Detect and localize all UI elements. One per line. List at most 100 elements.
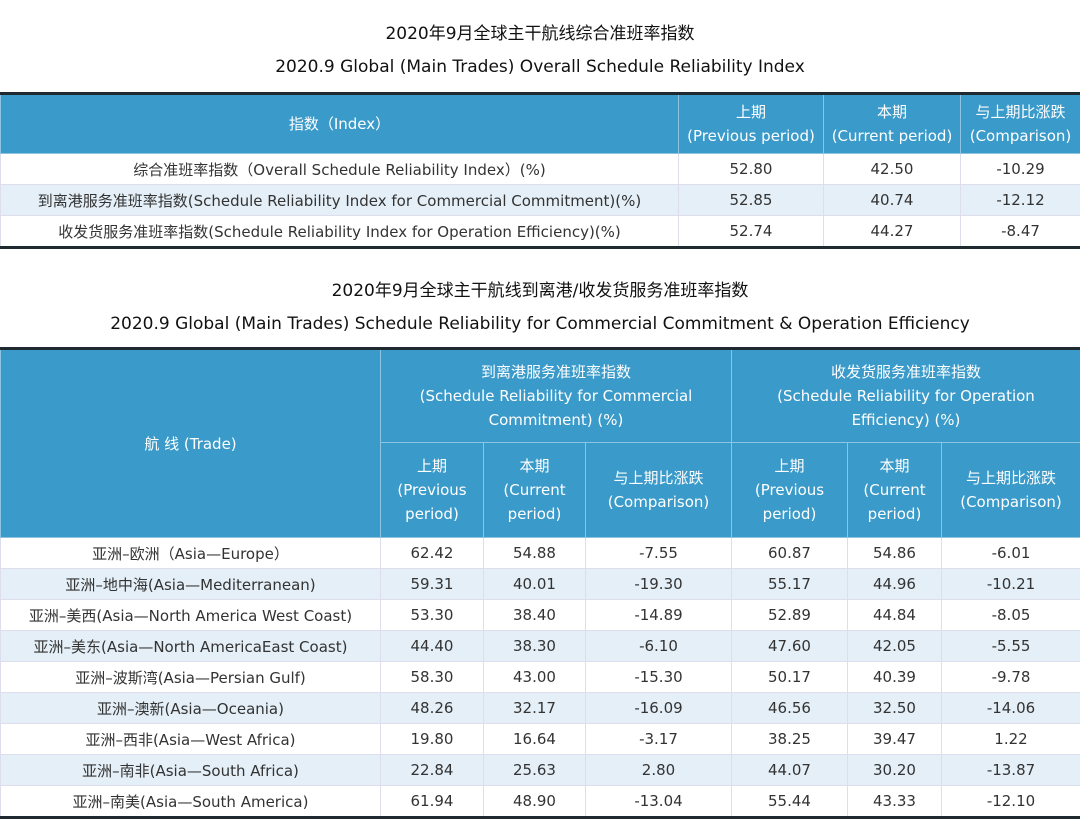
- cell-c1-cur: 16.64: [484, 724, 586, 755]
- header-cur: 本期(Current period): [824, 94, 961, 154]
- cell-c2-prev: 50.17: [732, 662, 848, 693]
- cell-c2-cur: 54.86: [848, 538, 942, 569]
- cell-trade: 亚洲–波斯湾(Asia—Persian Gulf): [1, 662, 381, 693]
- table1-title-en: 2020.9 Global (Main Trades) Overall Sche…: [0, 51, 1080, 84]
- cell-c2-cmp: -14.06: [942, 693, 1080, 724]
- cell-c1-prev: 44.40: [381, 631, 484, 662]
- cell-trade: 亚洲–美东(Asia—North AmericaEast Coast): [1, 631, 381, 662]
- cell-name: 到离港服务准班率指数(Schedule Reliability Index fo…: [1, 185, 679, 216]
- table1-title-cn: 2020年9月全球主干航线综合准班率指数: [0, 18, 1080, 51]
- subheader-cur: 本期(Current period): [848, 443, 942, 538]
- table-row: 亚洲–美西(Asia—North America West Coast)53.3…: [1, 600, 1080, 631]
- subheader-cur: 本期(Current period): [484, 443, 586, 538]
- cell-trade: 亚洲–西非(Asia—West Africa): [1, 724, 381, 755]
- cell-c2-cmp: -10.21: [942, 569, 1080, 600]
- cell-c2-prev: 52.89: [732, 600, 848, 631]
- table-row: 综合准班率指数（Overall Schedule Reliability Ind…: [1, 154, 1080, 185]
- cell-c2-cmp: -6.01: [942, 538, 1080, 569]
- table-row: 亚洲–美东(Asia—North AmericaEast Coast)44.40…: [1, 631, 1080, 662]
- cell-c1-cmp: -6.10: [586, 631, 732, 662]
- header-group-commercial: 到离港服务准班率指数(Schedule Reliability for Comm…: [381, 349, 732, 443]
- table2-title-en: 2020.9 Global (Main Trades) Schedule Rel…: [0, 308, 1080, 341]
- cell-c2-prev: 46.56: [732, 693, 848, 724]
- cell-cur: 44.27: [824, 216, 961, 248]
- cell-c1-cur: 25.63: [484, 755, 586, 786]
- cell-prev: 52.80: [679, 154, 824, 185]
- cell-c1-cmp: -14.89: [586, 600, 732, 631]
- table-row: 收发货服务准班率指数(Schedule Reliability Index fo…: [1, 216, 1080, 248]
- subheader-cmp: 与上期比涨跌(Comparison): [586, 443, 732, 538]
- cell-trade: 亚洲–美西(Asia—North America West Coast): [1, 600, 381, 631]
- cell-c2-prev: 60.87: [732, 538, 848, 569]
- header-trade: 航 线 (Trade): [1, 349, 381, 538]
- header-cmp: 与上期比涨跌(Comparison): [961, 94, 1080, 154]
- cell-trade: 亚洲–澳新(Asia—Oceania): [1, 693, 381, 724]
- cell-c2-cmp: -13.87: [942, 755, 1080, 786]
- header-index: 指数（Index）: [1, 94, 679, 154]
- cell-c1-cmp: -7.55: [586, 538, 732, 569]
- cell-c2-cur: 43.33: [848, 786, 942, 818]
- cell-c2-prev: 47.60: [732, 631, 848, 662]
- cell-c1-cmp: -13.04: [586, 786, 732, 818]
- subheader-cmp: 与上期比涨跌(Comparison): [942, 443, 1080, 538]
- cell-c1-cmp: -15.30: [586, 662, 732, 693]
- cell-c2-cur: 30.20: [848, 755, 942, 786]
- cell-c1-prev: 58.30: [381, 662, 484, 693]
- cell-cmp: -8.47: [961, 216, 1080, 248]
- cell-c1-cur: 38.30: [484, 631, 586, 662]
- cell-trade: 亚洲–南非(Asia—South Africa): [1, 755, 381, 786]
- cell-c2-cmp: -5.55: [942, 631, 1080, 662]
- cell-c2-cur: 44.84: [848, 600, 942, 631]
- cell-c1-cur: 48.90: [484, 786, 586, 818]
- cell-c2-cmp: -12.10: [942, 786, 1080, 818]
- cell-c2-cur: 42.05: [848, 631, 942, 662]
- cell-c1-cur: 38.40: [484, 600, 586, 631]
- cell-name: 收发货服务准班率指数(Schedule Reliability Index fo…: [1, 216, 679, 248]
- cell-c2-prev: 38.25: [732, 724, 848, 755]
- cell-c1-prev: 19.80: [381, 724, 484, 755]
- cell-c2-cur: 40.39: [848, 662, 942, 693]
- table-row: 到离港服务准班率指数(Schedule Reliability Index fo…: [1, 185, 1080, 216]
- header-prev: 上期(Previous period): [679, 94, 824, 154]
- subheader-prev: 上期(Previous period): [381, 443, 484, 538]
- header-group-operation: 收发货服务准班率指数(Schedule Reliability for Oper…: [732, 349, 1080, 443]
- cell-c2-cmp: -9.78: [942, 662, 1080, 693]
- cell-trade: 亚洲–南美(Asia—South America): [1, 786, 381, 818]
- cell-c1-cmp: -3.17: [586, 724, 732, 755]
- cell-c1-cur: 54.88: [484, 538, 586, 569]
- trade-reliability-table: 航 线 (Trade) 到离港服务准班率指数(Schedule Reliabil…: [0, 347, 1080, 819]
- cell-c1-cur: 32.17: [484, 693, 586, 724]
- cell-prev: 52.74: [679, 216, 824, 248]
- cell-cur: 40.74: [824, 185, 961, 216]
- subheader-prev: 上期(Previous period): [732, 443, 848, 538]
- cell-name: 综合准班率指数（Overall Schedule Reliability Ind…: [1, 154, 679, 185]
- cell-c1-prev: 48.26: [381, 693, 484, 724]
- cell-c1-cur: 40.01: [484, 569, 586, 600]
- cell-cmp: -12.12: [961, 185, 1080, 216]
- table2-title-cn: 2020年9月全球主干航线到离港/收发货服务准班率指数: [0, 275, 1080, 308]
- overall-reliability-table: 指数（Index） 上期(Previous period) 本期(Current…: [0, 92, 1080, 249]
- cell-prev: 52.85: [679, 185, 824, 216]
- cell-c1-prev: 53.30: [381, 600, 484, 631]
- cell-trade: 亚洲–地中海(Asia—Mediterranean): [1, 569, 381, 600]
- cell-c1-prev: 61.94: [381, 786, 484, 818]
- cell-c2-cmp: 1.22: [942, 724, 1080, 755]
- cell-c1-cmp: -19.30: [586, 569, 732, 600]
- cell-c1-cmp: -16.09: [586, 693, 732, 724]
- cell-c2-prev: 44.07: [732, 755, 848, 786]
- cell-c1-prev: 22.84: [381, 755, 484, 786]
- cell-c1-prev: 62.42: [381, 538, 484, 569]
- cell-c2-cur: 32.50: [848, 693, 942, 724]
- cell-c2-prev: 55.44: [732, 786, 848, 818]
- cell-c2-cur: 39.47: [848, 724, 942, 755]
- cell-cmp: -10.29: [961, 154, 1080, 185]
- cell-c1-cmp: 2.80: [586, 755, 732, 786]
- cell-c1-cur: 43.00: [484, 662, 586, 693]
- cell-trade: 亚洲–欧洲（Asia—Europe）: [1, 538, 381, 569]
